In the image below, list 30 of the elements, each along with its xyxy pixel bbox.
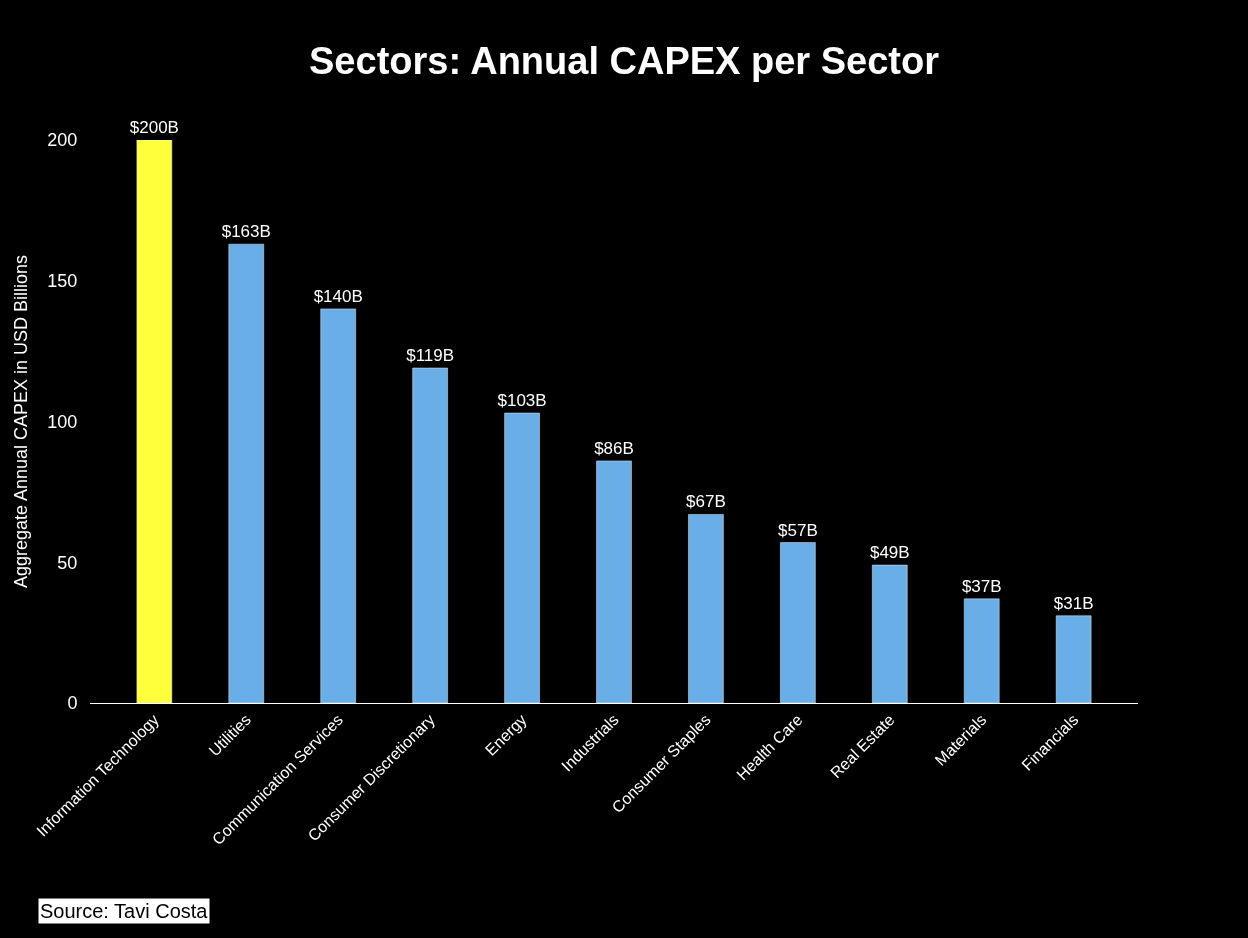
bar [964, 598, 1000, 703]
bar [504, 412, 540, 703]
data-label: $119B [406, 346, 455, 366]
bar [688, 514, 724, 703]
y-tick-label: 150 [47, 271, 78, 292]
bar [228, 243, 264, 703]
data-label: $103B [497, 391, 547, 411]
bar [412, 367, 448, 703]
data-label: $49B [869, 543, 910, 563]
bar [320, 308, 356, 703]
data-label: $140B [313, 286, 363, 306]
bar [136, 140, 173, 703]
data-label: $163B [221, 222, 271, 242]
chart-title: Sectors: Annual CAPEX per Sector [309, 39, 940, 82]
data-label: $37B [961, 576, 1002, 596]
data-label: $86B [594, 438, 634, 458]
bar [596, 460, 632, 703]
y-tick-label: 100 [47, 411, 78, 432]
data-label: $31B [1053, 593, 1094, 613]
bar [780, 542, 816, 703]
data-label: $57B [778, 520, 818, 540]
source-note: Source: Tavi Costa [40, 900, 209, 922]
y-tick-label: 200 [47, 130, 78, 151]
y-axis-title: Aggregate Annual CAPEX in USD Billions [10, 254, 31, 589]
bar [1055, 615, 1092, 703]
y-tick-label: 0 [67, 693, 78, 714]
y-tick-label: 50 [57, 552, 78, 573]
data-label: $67B [686, 492, 726, 512]
data-label: $200B [129, 118, 179, 137]
bar [872, 564, 908, 703]
